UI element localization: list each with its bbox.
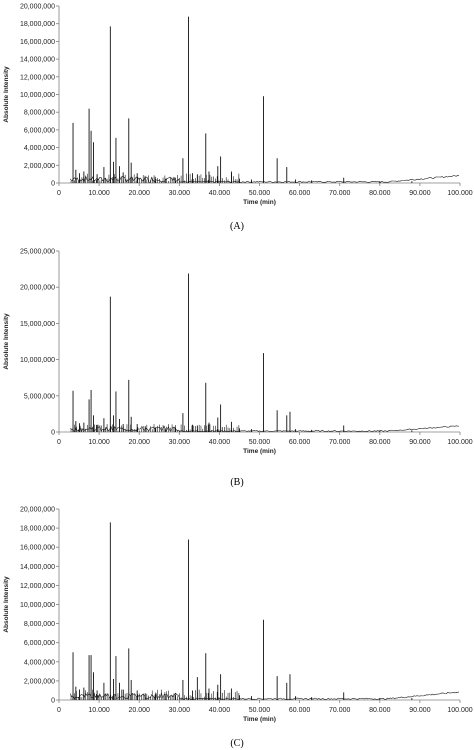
x-tick-label: 10.000 (88, 439, 110, 446)
y-tick-label: 4,000,000 (24, 145, 55, 152)
y-tick-label: 2,000,000 (24, 163, 55, 170)
y-tick-label: 8,000,000 (24, 110, 55, 117)
x-tick-label: 0 (57, 190, 61, 197)
y-axis-title: Absolute Intensity (3, 576, 10, 633)
x-tick-label: 50.000 (249, 707, 271, 714)
y-tick-label: 16,000,000 (20, 39, 55, 46)
x-tick-label: 30.000 (169, 190, 191, 197)
x-tick-label: 60.000 (289, 439, 311, 446)
y-tick-label: 6,000,000 (24, 640, 55, 647)
x-tick-label: 50.000 (249, 190, 271, 197)
x-tick-label: 100.000 (447, 190, 472, 197)
chart-panel-2: 0 5,000,000 10,000,000 15,000,000 20,000,000… (3, 249, 473, 489)
x-tick-label: 20.000 (128, 707, 150, 714)
panel-label: (C) (230, 738, 243, 749)
x-tick-label: 50.000 (249, 439, 271, 446)
x-tick-label: 30.000 (169, 707, 191, 714)
x-tick-label: 90.000 (409, 439, 431, 446)
y-tick-label: 4,000,000 (24, 659, 55, 666)
x-tick-label: 10.000 (88, 190, 110, 197)
x-tick-label: 40.000 (209, 439, 231, 446)
y-tick-label: 0 (51, 698, 55, 705)
x-tick-label: 60.000 (289, 707, 311, 714)
x-tick-label: 20.000 (128, 439, 150, 446)
y-tick-label: 25,000,000 (20, 249, 55, 256)
x-tick-label: 80.000 (369, 190, 391, 197)
x-tick-label: 40.000 (209, 190, 231, 197)
x-axis-title: Time (min) (243, 716, 276, 723)
y-tick-label: 5,000,000 (24, 393, 55, 400)
x-tick-label: 0 (57, 707, 61, 714)
x-tick-label: 70.000 (329, 190, 351, 197)
x-tick-label: 100.000 (447, 439, 472, 446)
x-tick-label: 0 (57, 439, 61, 446)
y-tick-label: 20,000,000 (20, 285, 55, 292)
x-axis-title: Time (min) (243, 199, 276, 206)
x-tick-label: 70.000 (329, 439, 351, 446)
y-tick-label: 12,000,000 (20, 583, 55, 590)
x-tick-label: 90.000 (409, 707, 431, 714)
baseline-trace (69, 691, 460, 700)
y-axis-title: Absolute Intensity (3, 313, 10, 370)
x-tick-label: 20.000 (128, 190, 150, 197)
x-axis-title: Time (min) (243, 448, 276, 455)
y-tick-label: 10,000,000 (20, 357, 55, 364)
panel-label: (B) (230, 477, 243, 488)
x-tick-label: 30.000 (169, 439, 191, 446)
y-tick-label: 0 (51, 430, 55, 437)
y-tick-label: 18,000,000 (20, 21, 55, 28)
y-tick-label: 10,000,000 (20, 92, 55, 99)
baseline-trace (69, 175, 460, 183)
y-axis-title: Absolute Intensity (3, 66, 10, 123)
x-tick-label: 70.000 (329, 707, 351, 714)
x-tick-label: 90.000 (409, 190, 431, 197)
chart-panel-3: 0 2,000,000 4,000,000 6,000,000 8,000,000 10,… (3, 507, 473, 750)
x-tick-label: 80.000 (369, 439, 391, 446)
y-tick-label: 16,000,000 (20, 545, 55, 552)
y-tick-label: 2,000,000 (24, 678, 55, 685)
y-tick-label: 18,000,000 (20, 526, 55, 533)
y-tick-label: 15,000,000 (20, 321, 55, 328)
y-tick-label: 0 (51, 181, 55, 188)
x-tick-label: 100.000 (447, 707, 472, 714)
x-tick-label: 60.000 (289, 190, 311, 197)
y-tick-label: 14,000,000 (20, 57, 55, 64)
chart-panel-1: 0 2,000,000 4,000,000 6,000,000 8,000,000 10,… (3, 4, 473, 233)
x-tick-label: 80.000 (369, 707, 391, 714)
y-tick-label: 12,000,000 (20, 74, 55, 81)
y-tick-label: 10,000,000 (20, 602, 55, 609)
x-tick-label: 10.000 (88, 707, 110, 714)
y-tick-label: 20,000,000 (20, 4, 55, 11)
y-tick-label: 6,000,000 (24, 127, 55, 134)
y-tick-label: 8,000,000 (24, 621, 55, 628)
baseline-trace (70, 425, 460, 433)
panel-label: (A) (230, 221, 244, 232)
y-tick-label: 20,000,000 (20, 507, 55, 514)
x-tick-label: 40.000 (209, 707, 231, 714)
y-tick-label: 14,000,000 (20, 564, 55, 571)
